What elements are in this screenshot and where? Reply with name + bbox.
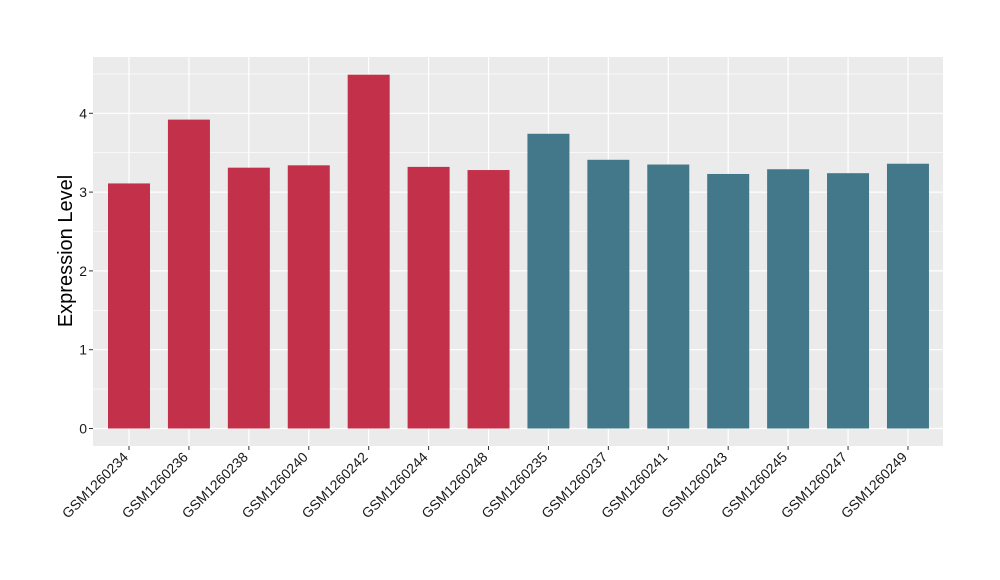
bar-gsm1260245	[767, 169, 810, 429]
bar-gsm1260241	[647, 164, 690, 429]
x-axis: GSM1260234GSM1260236GSM1260238GSM1260240…	[59, 446, 910, 521]
y-tick-label: 3	[79, 184, 87, 200]
y-tick-label: 0	[79, 421, 87, 437]
bar-gsm1260243	[707, 173, 750, 429]
bar-gsm1260236	[167, 119, 210, 429]
y-tick-label: 1	[79, 342, 87, 358]
bar-gsm1260242	[347, 74, 390, 429]
bar-gsm1260249	[886, 163, 929, 429]
bar-gsm1260248	[467, 170, 510, 429]
bar-gsm1260238	[227, 167, 270, 429]
bar-gsm1260240	[287, 165, 330, 429]
y-tick-label: 4	[79, 105, 87, 121]
y-axis-title: Expression Level	[55, 175, 77, 327]
y-tick-label: 2	[79, 263, 87, 279]
bar-gsm1260247	[827, 173, 870, 429]
y-axis: 0 1 2 3 4	[79, 105, 93, 437]
bar-gsm1260237	[587, 159, 630, 429]
bar-gsm1260234	[108, 183, 150, 429]
plot-panel	[93, 57, 943, 446]
bars	[108, 74, 929, 429]
bar-gsm1260235	[527, 133, 570, 429]
bar-gsm1260244	[407, 166, 450, 429]
